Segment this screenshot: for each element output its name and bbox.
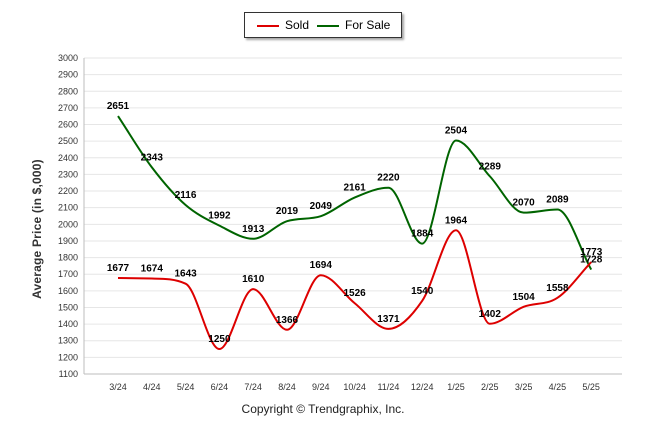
label-layer: 1677 1674 1643 1250 1610 1366 1694 1526 1371 1540… [107,101,603,345]
x-tick-label: 5/25 [582,382,600,392]
for-sale-data-label: 2289 [479,161,502,172]
grid-layer [84,57,622,375]
sold-data-label: 1674 [141,264,164,275]
y-tick-label: 1400 [58,319,78,329]
sold-data-label: 1540 [411,286,434,297]
x-tick-label: 1/25 [447,382,465,392]
sold-data-label: 1694 [310,260,333,271]
y-tick-label: 2200 [58,186,78,196]
x-tick-label: 7/24 [244,382,262,392]
for-sale-data-label: 2116 [175,190,197,201]
sold-data-label: 1504 [512,292,535,303]
y-tick-label: 1300 [58,336,78,346]
y-tick-label: 1700 [58,269,78,279]
x-tick-label: 9/24 [312,382,330,392]
y-tick-label: 1200 [58,352,78,362]
y-tick-label: 2700 [58,103,78,113]
sold-data-label: 1526 [343,288,366,299]
sold-data-label: 1643 [174,269,197,280]
for-sale-data-label: 2089 [546,195,569,206]
y-axis-title: Average Price (in $,000) [30,159,44,299]
legend-sold-label: Sold [285,18,310,32]
for-sale-data-label: 2504 [445,125,468,136]
sold-data-label: 1677 [107,263,130,274]
legend-forsale-label: For Sale [345,18,391,32]
x-tick-label: 2/25 [481,382,499,392]
sold-data-label: 1366 [276,315,299,326]
x-tick-label: 12/24 [411,382,434,392]
sold-data-label: 1558 [546,283,569,294]
for-sale-data-label: 2220 [377,173,400,184]
y-tick-label: 1800 [58,253,78,263]
for-sale-line [117,115,593,271]
for-sale-data-label: 2019 [276,206,299,217]
y-tick-label: 2300 [58,169,78,179]
x-tick-label: 6/24 [211,382,229,392]
for-sale-data-label: 1992 [208,211,231,222]
sold-data-label: 1371 [377,314,400,325]
x-tick-label: 4/25 [549,382,567,392]
for-sale-data-label: 2070 [512,198,535,209]
sold-data-label: 1964 [445,215,468,226]
for-sale-data-label: 2651 [107,101,130,112]
y-tick-label: 2600 [58,120,78,130]
x-tick-label: 4/24 [143,382,161,392]
copyright-text: Copyright © Trendgraphix, Inc. [241,402,405,416]
axis-layer: 1100 1200 1300 1400 1500 1600 1700 1800 1900 2000… [58,53,622,392]
y-tick-label: 2100 [58,203,78,213]
y-tick-label: 3000 [58,53,78,63]
legend-forsale-swatch [317,25,339,27]
x-tick-label: 5/24 [177,382,195,392]
sold-data-label: 1402 [479,309,502,320]
legend: Sold For Sale [244,12,402,38]
series-layer [117,115,593,351]
for-sale-data-label: 1913 [242,224,265,235]
y-tick-label: 1100 [59,369,78,379]
sold-data-label: 1773 [580,247,603,258]
sold-data-label: 1610 [242,274,265,285]
y-tick-label: 2000 [58,219,78,229]
x-tick-label: 3/24 [109,382,127,392]
for-sale-data-label: 1884 [411,229,434,240]
y-tick-label: 1500 [58,302,78,312]
y-tick-label: 2800 [58,86,78,96]
for-sale-data-label: 2343 [141,152,164,163]
y-tick-label: 2900 [58,70,78,80]
sold-data-label: 1250 [208,334,231,345]
x-tick-label: 10/24 [343,382,366,392]
for-sale-data-label: 1728 [580,255,603,266]
x-tick-label: 8/24 [278,382,296,392]
for-sale-data-label: 2161 [343,183,366,194]
y-tick-label: 1900 [58,236,78,246]
y-tick-label: 2500 [58,136,78,146]
y-tick-label: 2400 [58,153,78,163]
for-sale-data-label: 2049 [310,201,333,212]
y-tick-label: 1600 [58,286,78,296]
legend-sold-swatch [257,25,279,27]
x-tick-label: 3/25 [515,382,533,392]
sold-line [117,229,592,351]
x-tick-label: 11/24 [377,382,399,392]
